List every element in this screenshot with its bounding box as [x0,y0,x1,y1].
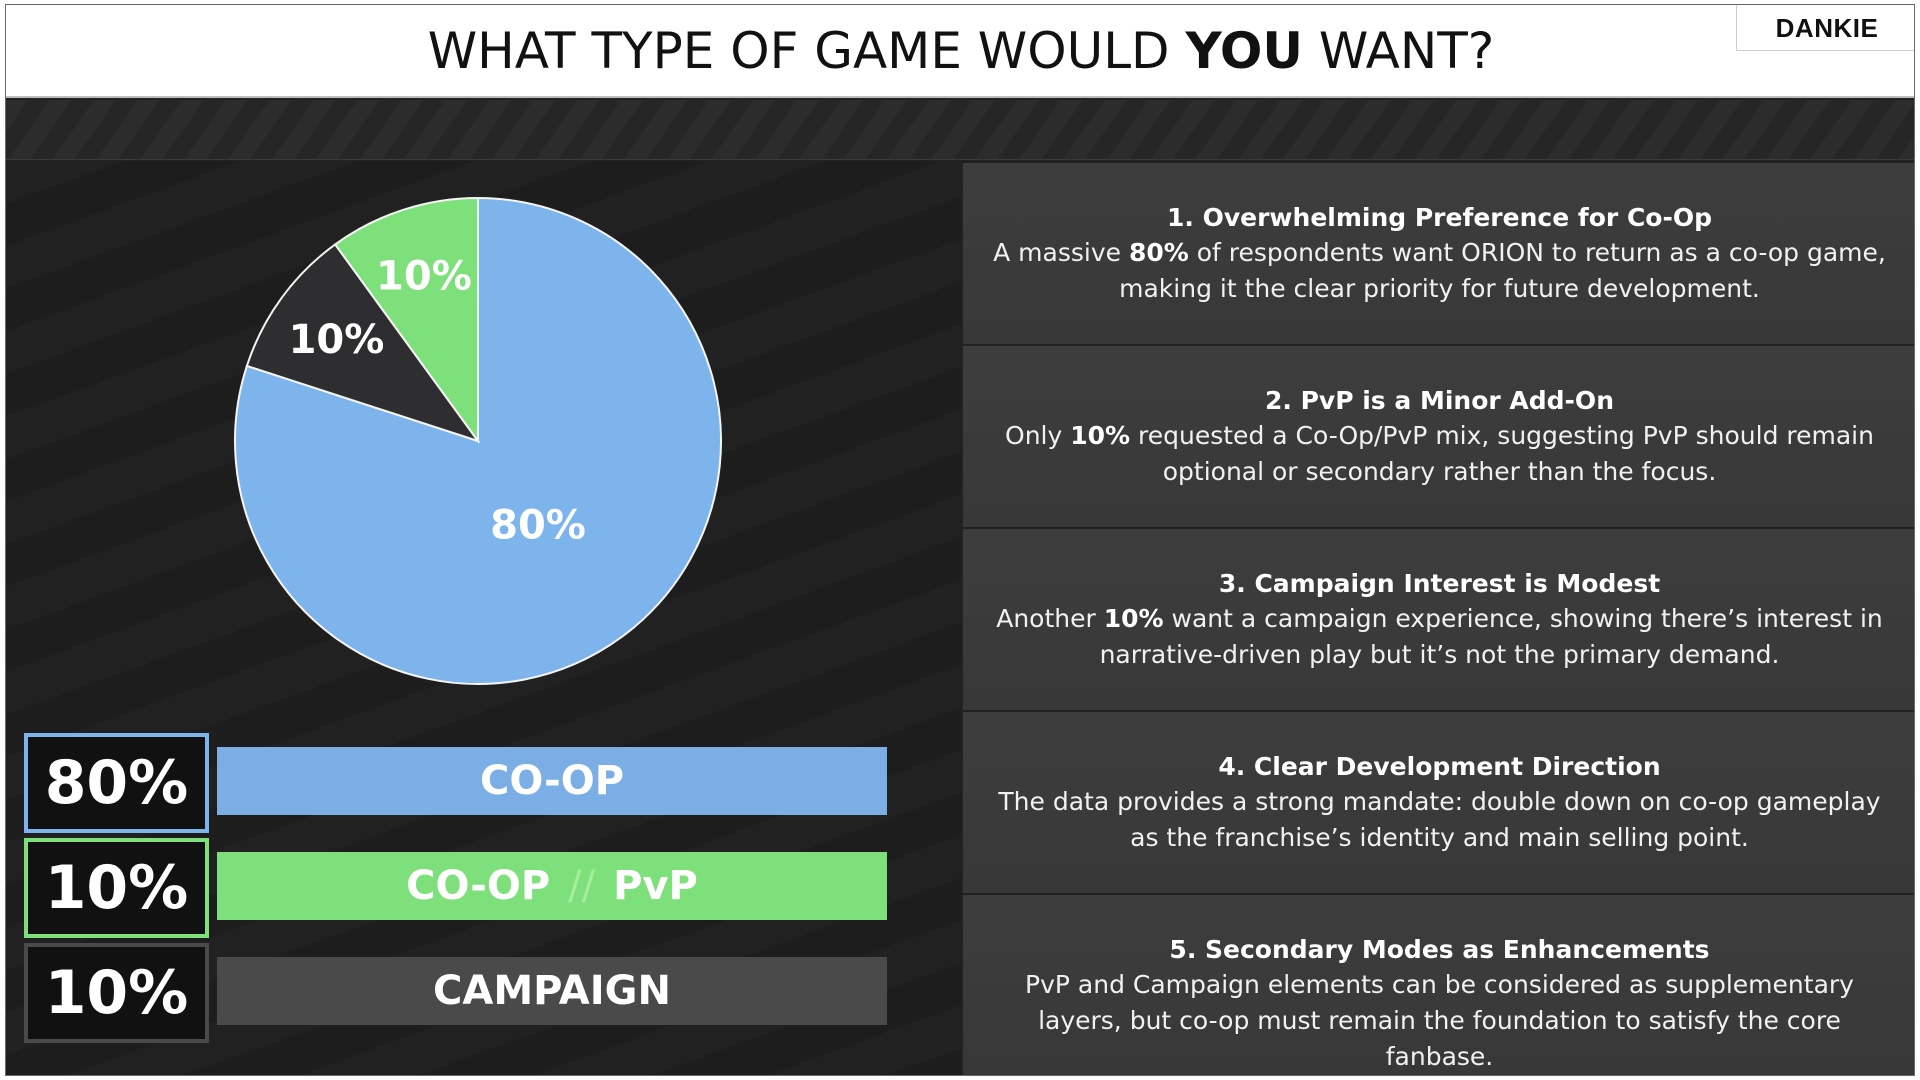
insight-text: Another [996,604,1104,633]
pie-chart: 80% 10% 10% [234,196,722,685]
insight-card: 4. Clear Development Direction The data … [963,710,1914,893]
insight-highlight: 10% [1103,604,1164,633]
insight-highlight: 80% [1128,238,1189,267]
insight-body: PvP and Campaign elements can be conside… [990,967,1890,1075]
insight-heading: 5. Secondary Modes as Enhancements [1169,935,1710,964]
legend-bar-coop-pvp: CO-OP // PvP [217,852,887,920]
title-emphasis: YOU [1185,22,1303,80]
insight-text: A massive [993,238,1129,267]
legend-label-b: PvP [613,863,698,909]
logo: DANKIE [1736,5,1914,51]
insight-card: 1. Overwhelming Preference for Co-Op A m… [963,161,1914,344]
pie-slice-campaign [245,243,481,443]
insight-highlight: 10% [1070,421,1131,450]
insight-body: A massive 80% of respondents want ORION … [990,235,1890,307]
legend-percent-box: 10% [24,838,209,938]
chart-panel: 80% 10% 10% 80% CO-OP 10% CO-OP // PvP 10% C… [6,161,961,1075]
pattern-band [6,100,1914,160]
legend-percent: 10% [44,958,189,1028]
pie-data-label: 10% [376,254,472,300]
legend-row-coop: 80% CO-OP [24,733,888,833]
insight-body: Only 10% requested a Co-Op/PvP mix, sugg… [990,418,1890,490]
legend-separator: // [568,863,596,909]
title-pre: WHAT TYPE OF GAME WOULD [427,22,1170,80]
insight-heading: 3. Campaign Interest is Modest [1218,569,1661,598]
page-title: WHAT TYPE OF GAME WOULD YOU WANT? [6,5,1914,98]
logo-text: DANKIE [1775,13,1879,43]
insight-card: 5. Secondary Modes as Enhancements PvP a… [963,893,1914,1075]
insight-heading: 4. Clear Development Direction [1218,752,1661,781]
legend-label-a: CO-OP [406,863,551,909]
insight-text: requested a Co-Op/PvP mix, suggesting Pv… [1130,421,1874,486]
insight-body: The data provides a strong mandate: doub… [990,784,1890,856]
legend-bar-campaign: CAMPAIGN [217,957,887,1025]
insight-text: The data provides a strong mandate: doub… [998,787,1881,852]
legend-percent: 80% [44,748,189,818]
insight-card: 3. Campaign Interest is Modest Another 1… [963,527,1914,710]
legend-percent-box: 10% [24,943,209,1043]
legend-percent: 10% [44,853,189,923]
pie-data-label: 10% [289,317,385,363]
pie-slice-co-op [234,196,722,685]
insight-text: Only [1005,421,1071,450]
insight-body: Another 10% want a campaign experience, … [990,601,1890,673]
legend-row-coop-pvp: 10% CO-OP // PvP [24,838,888,938]
insight-card: 2. PvP is a Minor Add-On Only 10% reques… [963,344,1914,527]
legend-row-campaign: 10% CAMPAIGN [24,943,888,1043]
insight-text: PvP and Campaign elements can be conside… [1025,970,1854,1071]
insight-text: of respondents want ORION to return as a… [1119,238,1886,303]
pie-data-label: 80% [490,503,586,549]
insight-text: want a campaign experience, showing ther… [1099,604,1883,669]
insights-panel: 1. Overwhelming Preference for Co-Op A m… [963,161,1914,1075]
pie-slice-co-op-pvp [333,196,479,445]
title-post: WANT? [1318,22,1495,80]
legend-percent-box: 80% [24,733,209,833]
insight-heading: 1. Overwhelming Preference for Co-Op [1167,203,1712,232]
infographic-frame: WHAT TYPE OF GAME WOULD YOU WANT? DANKIE… [5,4,1915,1076]
insight-heading: 2. PvP is a Minor Add-On [1265,386,1614,415]
header: WHAT TYPE OF GAME WOULD YOU WANT? DANKIE [6,5,1914,98]
legend-bar-coop: CO-OP [217,747,887,815]
